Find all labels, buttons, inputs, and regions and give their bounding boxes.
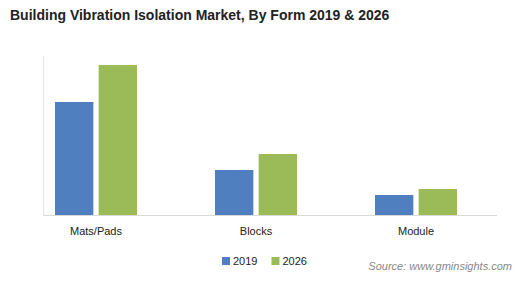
x-axis-line (43, 215, 497, 216)
x-axis: Mats/Pads Blocks Module (43, 215, 497, 237)
y-axis (43, 56, 44, 216)
bar (375, 195, 413, 215)
x-tick: Module (398, 215, 434, 237)
legend-label: 2019 (233, 255, 257, 267)
y-axis-line (43, 56, 44, 216)
legend-swatch (271, 257, 279, 265)
x-tick-label: Blocks (240, 225, 273, 237)
x-tick-label: Module (398, 225, 434, 237)
chart: Building Vibration Isolation Market, By … (0, 0, 532, 284)
legend-label: 2026 (282, 255, 306, 267)
x-tick: Mats/Pads (70, 215, 122, 237)
bar (215, 170, 253, 215)
legend-swatch (222, 257, 230, 265)
x-tick: Blocks (240, 215, 273, 237)
bar (419, 189, 457, 215)
plot-area (55, 65, 457, 215)
bar (55, 102, 93, 215)
legend: 2019 2026 (222, 255, 307, 267)
bar (259, 154, 297, 215)
title: Building Vibration Isolation Market, By … (10, 7, 390, 23)
x-tick-label: Mats/Pads (70, 225, 122, 237)
bar (99, 65, 137, 215)
source: Source: www.gminsights.com (368, 260, 512, 272)
